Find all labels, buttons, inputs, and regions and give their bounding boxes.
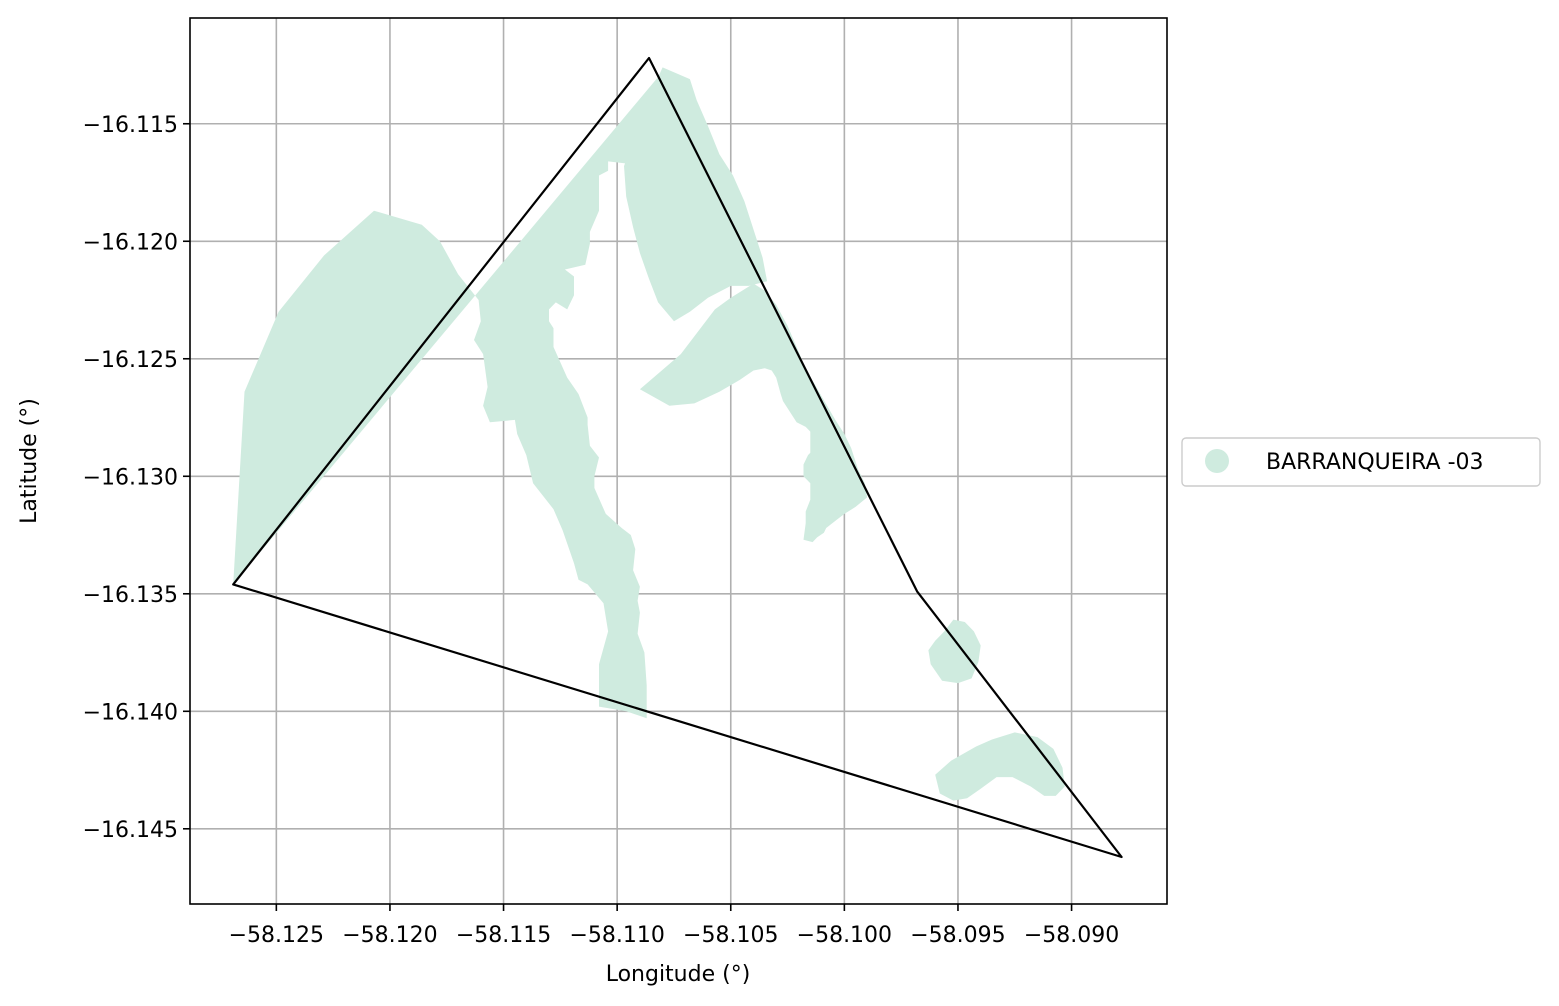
x-tick-label: −58.095 — [910, 923, 1005, 948]
y-axis-label: Latitude (°) — [17, 398, 42, 524]
y-tick-label: −16.115 — [83, 113, 178, 138]
x-axis-label: Longitude (°) — [606, 962, 751, 987]
land-region-2 — [639, 283, 868, 543]
x-tick-label: −58.100 — [797, 923, 892, 948]
land-region-0 — [233, 74, 661, 719]
land-region-1 — [624, 67, 768, 322]
x-tick-label: −58.110 — [569, 923, 664, 948]
x-tick-label: −58.120 — [342, 923, 437, 948]
legend-marker — [1205, 449, 1229, 473]
x-axis-ticks: −58.125 −58.120 −58.115 −58.110 −58.105 −58.1… — [229, 904, 1119, 948]
legend-box — [1181, 437, 1541, 487]
y-tick-label: −16.135 — [83, 583, 178, 608]
y-axis-ticks: −16.115 −16.120 −16.125 −16.130 −16.135 −16.1… — [83, 113, 190, 843]
x-tick-label: −58.090 — [1024, 923, 1119, 948]
y-tick-label: −16.130 — [83, 465, 178, 490]
land-region-3 — [928, 619, 981, 684]
legend: BARRANQUEIRA -03 — [1181, 437, 1541, 487]
x-tick-label: −58.115 — [456, 923, 551, 948]
plot-frame — [189, 17, 1168, 905]
land-cover-regions — [233, 67, 1065, 801]
property-boundary — [232, 56, 1123, 859]
x-tick-label: −58.125 — [229, 923, 324, 948]
y-tick-label: −16.140 — [83, 700, 178, 725]
land-region-4 — [935, 732, 1065, 801]
x-tick-label: −58.105 — [683, 923, 778, 948]
y-tick-label: −16.120 — [83, 230, 178, 255]
y-tick-label: −16.125 — [83, 348, 178, 373]
legend-label: BARRANQUEIRA -03 — [1266, 450, 1484, 475]
boundary-polygon — [232, 56, 1123, 859]
y-tick-label: −16.145 — [83, 818, 178, 843]
